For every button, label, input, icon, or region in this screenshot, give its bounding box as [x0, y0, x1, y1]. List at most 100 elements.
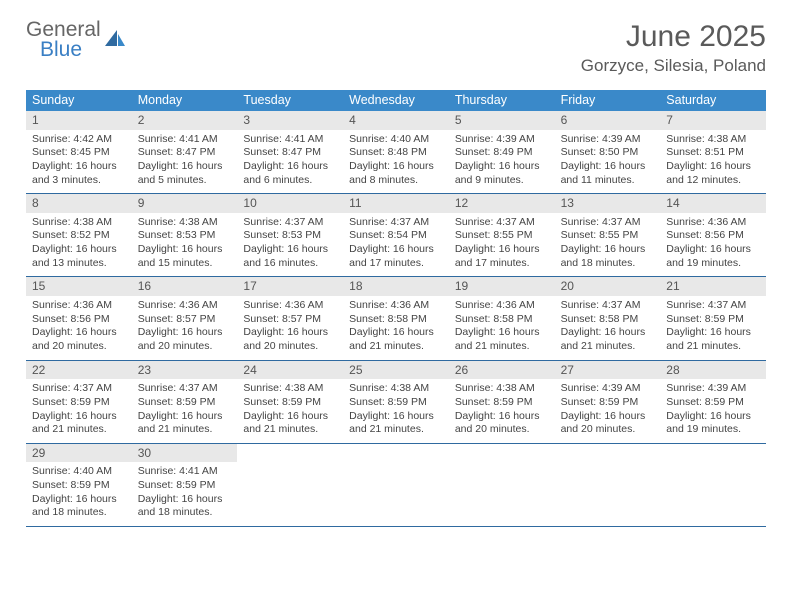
day-number: 19: [455, 279, 468, 293]
sunrise-line: Sunrise: 4:37 AM: [455, 216, 549, 230]
day-body: Sunrise: 4:41 AMSunset: 8:47 PMDaylight:…: [237, 133, 343, 188]
day-cell: 9 Sunrise: 4:38 AMSunset: 8:53 PMDaylight…: [132, 194, 238, 276]
page-header: General Blue June 2025 Gorzyce, Silesia,…: [26, 20, 766, 76]
day-number-row: 9: [132, 194, 238, 213]
day-cell: 19Sunrise: 4:36 AMSunset: 8:58 PMDayligh…: [449, 277, 555, 359]
sunrise-line: Sunrise: 4:37 AM: [243, 216, 337, 230]
daylight-line-2: and 5 minutes.: [138, 174, 232, 188]
day-number: 27: [561, 363, 574, 377]
day-body: Sunrise: 4:37 AMSunset: 8:54 PMDaylight:…: [343, 216, 449, 271]
daylight-line-1: Daylight: 16 hours: [349, 410, 443, 424]
calendar-grid: Sunday Monday Tuesday Wednesday Thursday…: [26, 90, 766, 527]
daylight-line-2: and 13 minutes.: [32, 257, 126, 271]
daylight-line-1: Daylight: 16 hours: [138, 326, 232, 340]
sunset-line: Sunset: 8:55 PM: [561, 229, 655, 243]
day-cell: 21 Sunrise: 4:37 AMSunset: 8:59 PMDayligh…: [660, 277, 766, 359]
day-number-row: 18: [343, 277, 449, 296]
day-number-row: 21: [660, 277, 766, 296]
sunset-line: Sunset: 8:45 PM: [32, 146, 126, 160]
day-cell: 23Sunrise: 4:37 AMSunset: 8:59 PMDayligh…: [132, 361, 238, 443]
day-cell: 26Sunrise: 4:38 AMSunset: 8:59 PMDayligh…: [449, 361, 555, 443]
week-row: 8Sunrise: 4:38 AMSunset: 8:52 PMDaylight…: [26, 194, 766, 277]
week-row: 22 Sunrise: 4:37 AMSunset: 8:59 PMDayligh…: [26, 361, 766, 444]
day-number: 28: [666, 363, 679, 377]
day-number: 17: [243, 279, 256, 293]
day-number-row: 26: [449, 361, 555, 380]
day-body: Sunrise: 4:38 AMSunset: 8:59 PMDaylight:…: [343, 382, 449, 437]
sunset-line: Sunset: 8:59 PM: [138, 479, 232, 493]
week-row: 15Sunrise: 4:36 AMSunset: 8:56 PMDayligh…: [26, 277, 766, 360]
empty-day: [237, 444, 343, 461]
day-body: Sunrise: 4:36 AMSunset: 8:57 PMDaylight:…: [237, 299, 343, 354]
day-body: Sunrise: 4:38 AMSunset: 8:53 PMDaylight:…: [132, 216, 238, 271]
day-number-row: 5: [449, 111, 555, 130]
day-number-row: 15: [26, 277, 132, 296]
daylight-line-1: Daylight: 16 hours: [455, 326, 549, 340]
day-number: 25: [349, 363, 362, 377]
daylight-line-1: Daylight: 16 hours: [561, 326, 655, 340]
daylight-line-1: Daylight: 16 hours: [349, 243, 443, 257]
day-number-row: 22: [26, 361, 132, 380]
day-body: Sunrise: 4:37 AMSunset: 8:58 PMDaylight:…: [555, 299, 661, 354]
day-cell: 2Sunrise: 4:41 AMSunset: 8:47 PMDaylight…: [132, 111, 238, 193]
day-body: Sunrise: 4:37 AMSunset: 8:55 PMDaylight:…: [449, 216, 555, 271]
sunset-line: Sunset: 8:58 PM: [349, 313, 443, 327]
day-body: Sunrise: 4:37 AMSunset: 8:59 PMDaylight:…: [660, 299, 766, 354]
brand-logo-text: General Blue: [26, 20, 101, 60]
day-number: 20: [561, 279, 574, 293]
daylight-line-2: and 17 minutes.: [349, 257, 443, 271]
day-number-row: 8: [26, 194, 132, 213]
empty-day: [660, 444, 766, 461]
sunset-line: Sunset: 8:57 PM: [243, 313, 337, 327]
day-number: 2: [138, 113, 145, 127]
sunset-line: Sunset: 8:59 PM: [455, 396, 549, 410]
day-cell: 6Sunrise: 4:39 AMSunset: 8:50 PMDaylight…: [555, 111, 661, 193]
sunrise-line: Sunrise: 4:37 AM: [561, 299, 655, 313]
day-body: Sunrise: 4:39 AMSunset: 8:49 PMDaylight:…: [449, 133, 555, 188]
sunset-line: Sunset: 8:51 PM: [666, 146, 760, 160]
sunrise-line: Sunrise: 4:37 AM: [349, 216, 443, 230]
day-cell: 8Sunrise: 4:38 AMSunset: 8:52 PMDaylight…: [26, 194, 132, 276]
sunset-line: Sunset: 8:56 PM: [666, 229, 760, 243]
daylight-line-1: Daylight: 16 hours: [349, 160, 443, 174]
sunrise-line: Sunrise: 4:39 AM: [455, 133, 549, 147]
day-cell: 18Sunrise: 4:36 AMSunset: 8:58 PMDayligh…: [343, 277, 449, 359]
day-number: 13: [561, 196, 574, 210]
dow-friday: Friday: [555, 90, 661, 111]
day-cell: 3Sunrise: 4:41 AMSunset: 8:47 PMDaylight…: [237, 111, 343, 193]
day-number-row: 27: [555, 361, 661, 380]
logo-text-2: Blue: [40, 40, 101, 60]
daylight-line-1: Daylight: 16 hours: [455, 243, 549, 257]
daylight-line-2: and 18 minutes.: [138, 506, 232, 520]
empty-day: [343, 444, 449, 461]
daylight-line-1: Daylight: 16 hours: [32, 243, 126, 257]
daylight-line-2: and 20 minutes.: [138, 340, 232, 354]
sunrise-line: Sunrise: 4:36 AM: [138, 299, 232, 313]
empty-day: [449, 444, 555, 461]
day-number: 11: [349, 196, 361, 210]
dow-tuesday: Tuesday: [237, 90, 343, 111]
daylight-line-2: and 12 minutes.: [666, 174, 760, 188]
day-number: 15: [32, 279, 45, 293]
day-number-row: 6: [555, 111, 661, 130]
daylight-line-1: Daylight: 16 hours: [243, 243, 337, 257]
day-number-row: 2: [132, 111, 238, 130]
sunrise-line: Sunrise: 4:41 AM: [243, 133, 337, 147]
day-number: 4: [349, 113, 356, 127]
empty-day: [555, 444, 661, 461]
day-cell: 25 Sunrise: 4:38 AMSunset: 8:59 PMDayligh…: [343, 361, 449, 443]
daylight-line-2: and 21 minutes.: [455, 340, 549, 354]
daylight-line-2: and 21 minutes.: [349, 423, 443, 437]
day-body: Sunrise: 4:37 AMSunset: 8:59 PMDaylight:…: [26, 382, 132, 437]
daylight-line-2: and 18 minutes.: [561, 257, 655, 271]
sunrise-line: Sunrise: 4:38 AM: [138, 216, 232, 230]
daylight-line-2: and 15 minutes.: [138, 257, 232, 271]
daylight-line-2: and 21 minutes.: [32, 423, 126, 437]
day-cell: 1Sunrise: 4:42 AMSunset: 8:45 PMDaylight…: [26, 111, 132, 193]
sunrise-line: Sunrise: 4:40 AM: [32, 465, 126, 479]
sail-icon: [103, 28, 127, 52]
day-number: 1: [32, 113, 39, 127]
daylight-line-1: Daylight: 16 hours: [138, 160, 232, 174]
day-number-row: 24: [237, 361, 343, 380]
day-number: 9: [138, 196, 145, 210]
